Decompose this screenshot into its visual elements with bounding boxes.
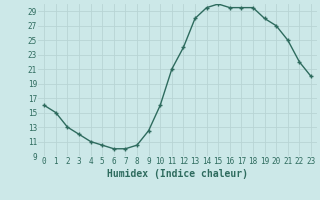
X-axis label: Humidex (Indice chaleur): Humidex (Indice chaleur) bbox=[107, 169, 248, 179]
